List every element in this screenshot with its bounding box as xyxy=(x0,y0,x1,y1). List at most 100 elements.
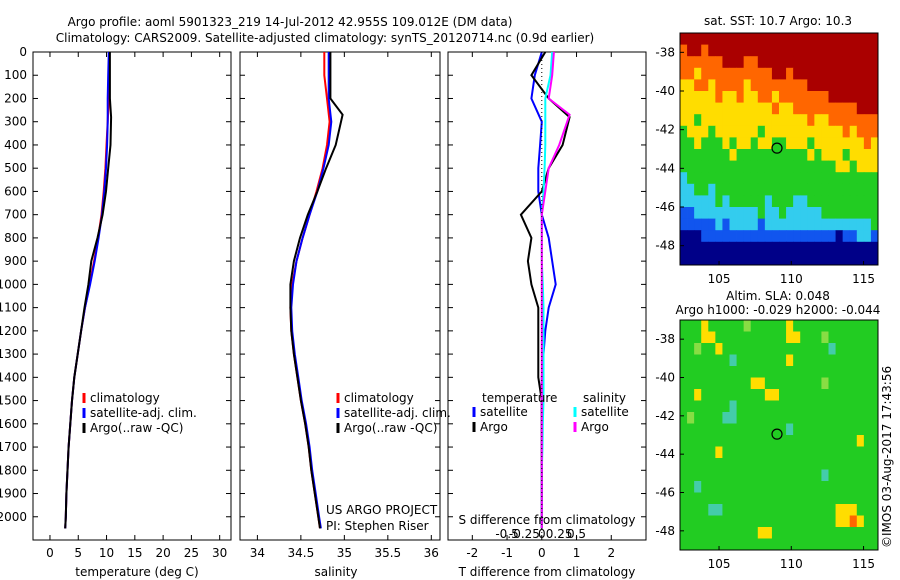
map-cell xyxy=(842,504,851,516)
map-cell xyxy=(708,377,716,390)
map-cell xyxy=(701,253,709,266)
map-cell xyxy=(729,195,737,208)
map-cell xyxy=(842,253,851,266)
x-tick-label: 1 xyxy=(573,546,581,560)
temperature-panel: 0 5 10 15 20 25 300100200300400500600700800900… xyxy=(0,45,232,560)
map-cell xyxy=(750,195,759,208)
map-cell xyxy=(800,515,808,528)
map-cell xyxy=(729,504,737,516)
map-cell xyxy=(764,343,773,355)
map-cell xyxy=(856,183,865,196)
map-cell xyxy=(870,538,879,551)
map-cell xyxy=(842,527,851,539)
map-cell xyxy=(856,195,865,208)
y-tick-label: 200 xyxy=(4,91,27,105)
map-cell xyxy=(764,354,773,367)
map-cell xyxy=(771,160,780,173)
map-cell xyxy=(729,67,737,80)
map-cell xyxy=(715,527,723,539)
map-cell xyxy=(736,492,745,505)
map-cell xyxy=(863,331,872,344)
map-cell xyxy=(687,412,695,424)
map-cell xyxy=(856,44,865,57)
map-cell xyxy=(687,527,695,539)
map-cell xyxy=(687,469,695,482)
map-cell xyxy=(771,218,780,231)
map-cell xyxy=(821,481,829,493)
map-cell xyxy=(800,320,808,332)
map-cell xyxy=(842,389,851,401)
map-cell xyxy=(793,412,801,424)
map-cell xyxy=(757,125,766,138)
map-cell xyxy=(680,172,688,185)
map-cell xyxy=(701,458,709,470)
map-cell xyxy=(764,538,773,551)
map-cell xyxy=(849,160,858,173)
map-cell xyxy=(722,56,730,69)
map-cell xyxy=(771,44,780,57)
map-cell xyxy=(715,253,723,266)
map-cell xyxy=(750,160,759,173)
map-cell xyxy=(687,354,695,367)
map-cell xyxy=(842,114,851,127)
map-cell xyxy=(771,377,780,390)
map-cell xyxy=(863,492,872,505)
map-cell xyxy=(701,125,709,138)
map-cell xyxy=(680,207,688,219)
map-cell xyxy=(736,469,745,482)
map-cell xyxy=(722,492,730,505)
map-cell xyxy=(807,137,815,150)
map-cell xyxy=(856,423,865,436)
map-cell xyxy=(764,183,773,196)
map-cell xyxy=(687,538,695,551)
map-cell xyxy=(828,218,836,231)
map-cell xyxy=(842,160,851,173)
map-cell xyxy=(807,343,815,355)
map-cell xyxy=(828,91,836,103)
map-cell xyxy=(708,241,716,254)
map-cell xyxy=(771,149,780,161)
map-cell xyxy=(757,195,766,208)
map-cell xyxy=(842,137,851,150)
map-cell xyxy=(793,137,801,150)
map-cell xyxy=(680,331,688,344)
map-cell xyxy=(687,400,695,413)
map-cell xyxy=(701,492,709,505)
map-cell xyxy=(694,538,702,551)
map-cell xyxy=(722,446,730,459)
map-cell xyxy=(729,253,737,266)
map-cell xyxy=(694,377,702,390)
map-cell xyxy=(708,253,716,266)
map-cell xyxy=(771,172,780,185)
map-cell xyxy=(736,79,745,92)
difference-xlabel: T difference from climatology xyxy=(458,565,636,579)
map-cell xyxy=(680,67,688,80)
map-cell xyxy=(729,44,737,57)
map-cell xyxy=(807,102,815,115)
map-cell xyxy=(708,331,716,344)
map-cell xyxy=(750,527,759,539)
map-cell xyxy=(694,423,702,436)
map-cell xyxy=(743,102,752,115)
series-line-salinity-satellite xyxy=(540,51,554,529)
legend-label: satellite-adj. clim. xyxy=(90,406,197,420)
top-tick-label: 0.25 xyxy=(546,527,573,541)
map-cell xyxy=(708,320,716,332)
map-cell xyxy=(743,331,752,344)
map-cell xyxy=(828,481,836,493)
map-cell xyxy=(771,253,780,266)
map-cell xyxy=(680,114,688,127)
map-cell xyxy=(701,149,709,161)
map-cell xyxy=(722,195,730,208)
map-cell xyxy=(771,366,780,378)
map-cell xyxy=(786,102,794,115)
map-cell xyxy=(821,458,829,470)
map-cell xyxy=(863,102,872,115)
map-cell xyxy=(863,412,872,424)
map-cell xyxy=(793,320,801,332)
map-cell xyxy=(743,207,752,219)
map-cell xyxy=(807,423,815,436)
map-cell xyxy=(786,56,794,69)
x-tick-label: 15 xyxy=(127,546,142,560)
